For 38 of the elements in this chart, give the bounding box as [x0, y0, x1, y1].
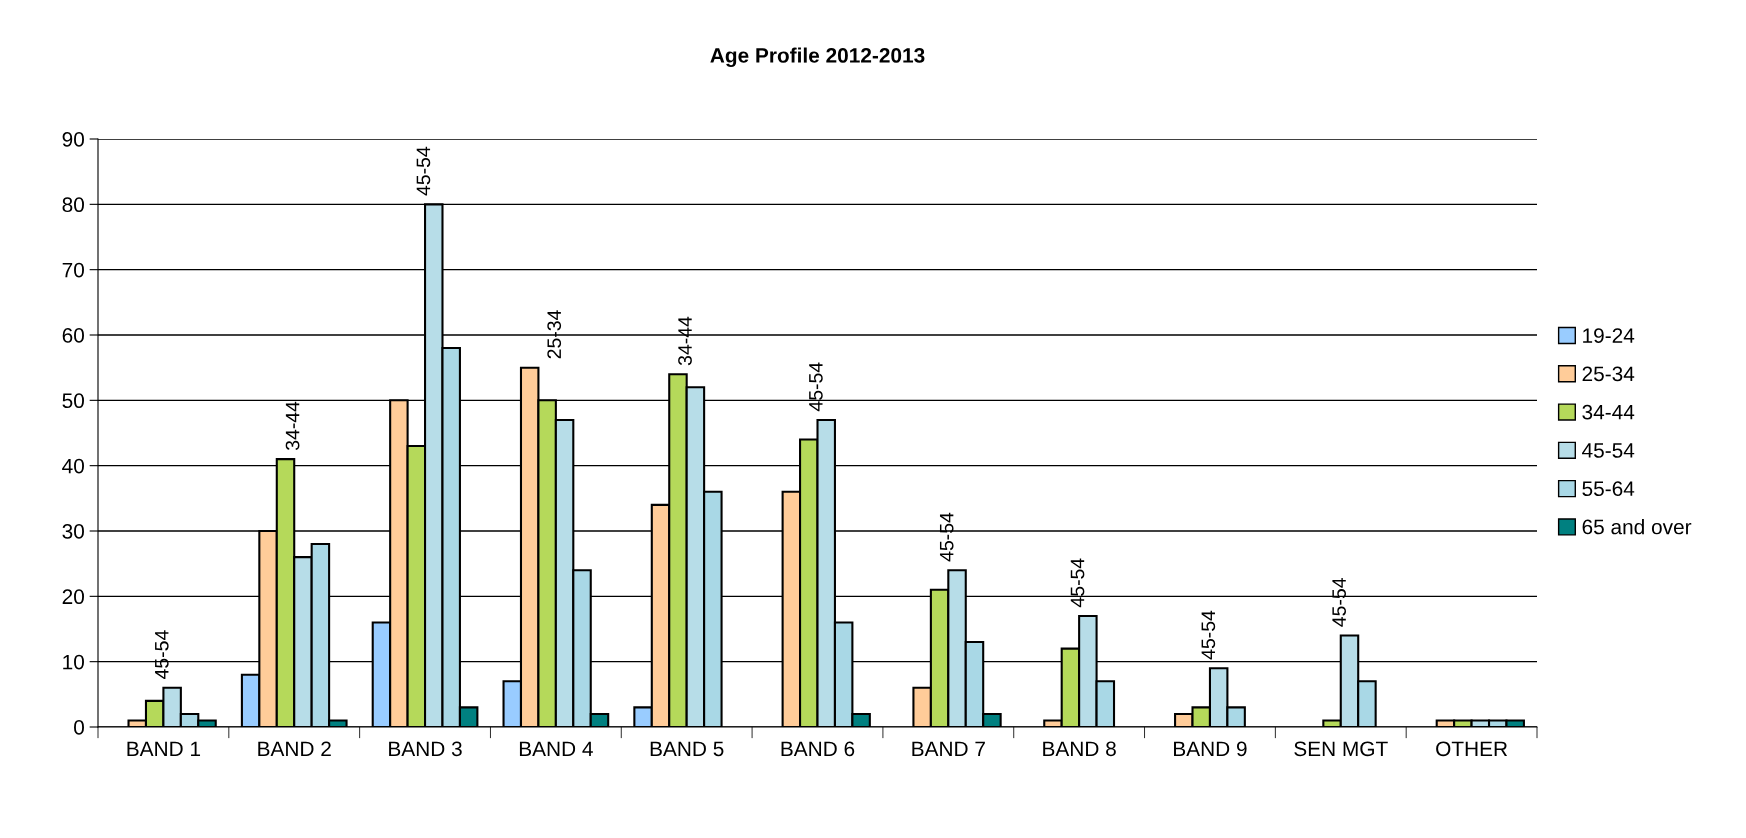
y-tick-label: 10: [63, 654, 84, 670]
annotation: 45-54: [1201, 610, 1216, 660]
y-tick-label: 0: [74, 720, 84, 735]
annotation: 34-44: [678, 316, 692, 366]
annotation: 45-54: [939, 512, 954, 562]
x-tick-label: BAND 5: [650, 741, 724, 757]
annotation: 45-54: [1332, 578, 1346, 627]
legend-label: 55-64: [1582, 481, 1635, 497]
legend-label: 25-34: [1582, 366, 1635, 382]
x-tick-label: BAND 9: [1174, 741, 1247, 757]
annotation: 45-54: [809, 362, 823, 412]
x-tick-label: BAND 8: [1043, 741, 1116, 757]
legend-label: 34-44: [1582, 404, 1635, 420]
legend-label: 45-54: [1582, 443, 1635, 458]
y-tick-label: 30: [62, 524, 84, 539]
y-tick-label: 40: [62, 458, 84, 474]
x-tick-label: BAND 7: [912, 741, 985, 756]
x-tick-label: BAND 6: [781, 741, 855, 757]
x-tick-label: OTHER: [1436, 741, 1508, 757]
legend-label: 19-24: [1583, 328, 1635, 343]
y-tick-label: 50: [62, 393, 84, 409]
annotation: 45-54: [416, 146, 431, 196]
y-tick-label: 90: [62, 132, 84, 147]
legend-label: 65 and over: [1582, 519, 1692, 535]
annotation: 45-54: [1070, 558, 1085, 608]
y-tick-label: 80: [62, 197, 84, 213]
y-tick-label: 60: [62, 328, 84, 343]
x-tick-label: SEN MGT: [1294, 741, 1388, 757]
annotation: 34-44: [285, 401, 300, 451]
x-tick-label: BAND 3: [389, 741, 462, 757]
chart-title: Age Profile 2012-2013: [710, 47, 925, 68]
annotation: 25-34: [547, 310, 562, 359]
annotation: 45-54: [155, 630, 169, 680]
x-tick-label: BAND 1: [127, 741, 201, 756]
y-tick-label: 70: [62, 262, 84, 278]
y-tick-label: 20: [62, 589, 84, 605]
x-tick-label: BAND 2: [258, 741, 331, 756]
x-tick-label: BAND 4: [519, 741, 593, 756]
